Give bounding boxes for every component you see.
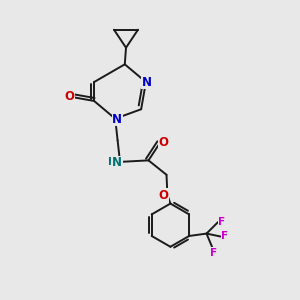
Text: F: F (210, 248, 217, 258)
Text: O: O (65, 90, 75, 103)
Text: N: N (112, 156, 122, 169)
Text: F: F (221, 231, 228, 241)
Text: F: F (218, 217, 225, 227)
Text: N: N (112, 113, 122, 126)
Text: H: H (108, 158, 117, 167)
Text: N: N (142, 76, 152, 88)
Text: O: O (159, 136, 169, 149)
Text: O: O (158, 189, 169, 202)
